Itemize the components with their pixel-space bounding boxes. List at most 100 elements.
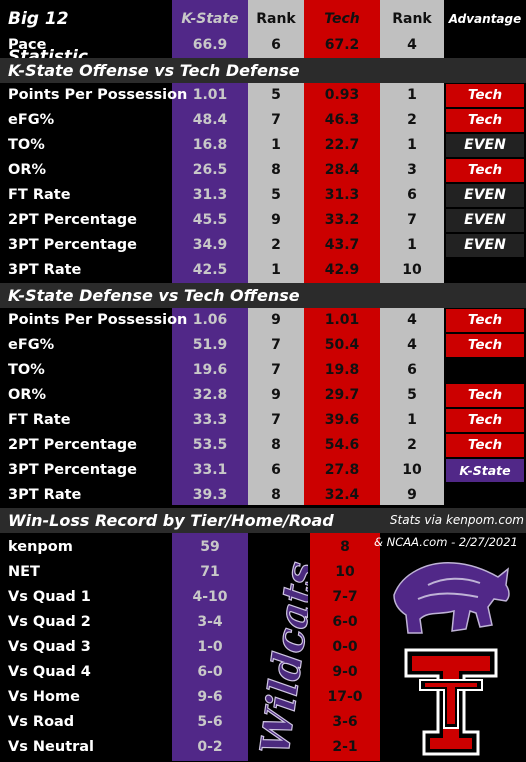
table-row: 3PT Rate 42.5 1 42.9 10 [0,258,526,283]
table-row: eFG% 51.9 7 50.4 4 Tech [0,333,526,358]
tech-value: 39.6 [324,412,360,428]
kstate-column-bg [172,33,248,505]
row-label: TO% [8,362,45,378]
kstate-record: 6-0 [197,664,223,680]
page-title: Big 12 Statistic... [8,9,108,67]
kstate-rank: 7 [271,412,281,428]
kstate-rank: 7 [271,112,281,128]
row-label: eFG% [8,337,55,353]
table-row: 3PT Percentage 33.1 6 27.8 10 K-State [0,458,526,483]
tech-rank: 9 [407,487,417,503]
tech-value: 0.93 [324,87,360,103]
record-row: Vs Road 5-6 3-6 [0,710,526,735]
kstate-rank: 8 [271,487,281,503]
col-header-rank-1: Rank [248,0,304,33]
row-label: Vs Quad 3 [8,639,91,655]
kstate-rank: 8 [271,437,281,453]
tech-rank: 1 [407,237,417,253]
tech-record: 7-7 [332,589,358,605]
table-row: FT Rate 33.3 7 39.6 1 Tech [0,408,526,433]
kstate-record: 9-6 [197,689,223,705]
tech-record: 8 [340,539,350,555]
table-row: Points Per Possession 1.06 9 1.01 4 Tech [0,308,526,333]
row-label: Vs Quad 2 [8,614,91,630]
tech-value: 1.01 [324,312,360,328]
kstate-value: 26.5 [192,162,228,178]
tech-record: 2-1 [332,739,358,755]
row-label: Pace [8,37,47,53]
row-label: Points Per Possession [8,87,188,103]
tech-record: 0-0 [332,639,358,655]
table-row: 2PT Percentage 53.5 8 54.6 2 Tech [0,433,526,458]
advantage-badge: K-State [446,459,524,482]
table-row: 3PT Rate 39.3 8 32.4 9 [0,483,526,508]
record-row: Vs Quad 4 6-0 9-0 [0,660,526,685]
tech-value: 54.6 [324,437,360,453]
tech-record: 9-0 [332,664,358,680]
table-row: 2PT Percentage 45.5 9 33.2 7 EVEN [0,208,526,233]
credits-line-2: & NCAA.com - 2/27/2021 [374,535,518,549]
tech-rank: 3 [407,162,417,178]
row-label: Vs Quad 4 [8,664,91,680]
kstate-rank: 7 [271,362,281,378]
tech-value: 32.4 [324,487,360,503]
advantage-badge: Tech [446,409,524,432]
col-header-tech: Tech [304,0,380,33]
kstate-rank: 1 [271,137,281,153]
tech-record: 6-0 [332,614,358,630]
credits-line-1: Stats via kenpom.com [389,513,524,527]
rank-1-column-bg [248,33,304,505]
tech-rank: 1 [407,87,417,103]
advantage-badge: Tech [446,384,524,407]
tech-rank: 2 [407,112,417,128]
section-title: Win-Loss Record by Tier/Home/Road [8,511,334,530]
tech-rank: 4 [407,312,417,328]
rank-2-column-bg [380,33,444,505]
record-row: NET 71 10 [0,560,526,585]
table-row: TO% 19.6 7 19.8 6 [0,358,526,383]
tech-value: 42.9 [324,262,360,278]
row-label: 3PT Rate [8,487,82,503]
section-header-defense: K-State Defense vs Tech Offense [0,283,526,308]
tech-value: 50.4 [324,337,360,353]
tech-rank: 1 [407,137,417,153]
tech-value: 19.8 [324,362,360,378]
record-row: Vs Home 9-6 17-0 [0,685,526,710]
kstate-value: 42.5 [192,262,228,278]
table-row: eFG% 48.4 7 46.3 2 Tech [0,108,526,133]
record-kstate-column-bg [172,533,248,761]
row-label: NET [8,564,40,580]
kstate-rank: 6 [271,462,281,478]
section-header-record: Win-Loss Record by Tier/Home/Road [0,508,526,533]
row-label: FT Rate [8,187,71,203]
col-header-advantage: Advantage [448,12,522,26]
tech-record: 17-0 [327,689,363,705]
tech-rank: 1 [407,412,417,428]
row-label: OR% [8,387,47,403]
advantage-badge: EVEN [446,234,524,257]
tech-rank: 4 [407,37,417,53]
record-row: Vs Neutral 0-2 2-1 [0,735,526,760]
table-row: FT Rate 31.3 5 31.3 6 EVEN [0,183,526,208]
kstate-record: 3-4 [197,614,223,630]
advantage-badge: EVEN [446,184,524,207]
record-row: Vs Quad 3 1-0 0-0 [0,635,526,660]
kstate-value: 34.9 [192,237,228,253]
record-tech-column-bg [310,533,380,761]
tech-rank: 10 [402,262,422,278]
tech-value: 22.7 [324,137,360,153]
kstate-value: 48.4 [192,112,228,128]
record-row: Vs Quad 1 4-10 7-7 [0,585,526,610]
table-row: OR% 32.8 9 29.7 5 Tech [0,383,526,408]
kstate-value: 16.8 [192,137,228,153]
kstate-value: 39.3 [192,487,228,503]
kstate-rank: 9 [271,387,281,403]
kstate-value: 66.9 [192,37,228,53]
kstate-record: 71 [200,564,220,580]
kstate-value: 53.5 [192,437,228,453]
record-row: Vs Quad 2 3-4 6-0 [0,610,526,635]
section-title: K-State Offense vs Tech Defense [8,61,300,80]
kstate-value: 31.3 [192,187,228,203]
row-label: OR% [8,162,47,178]
tech-value: 33.2 [324,212,360,228]
